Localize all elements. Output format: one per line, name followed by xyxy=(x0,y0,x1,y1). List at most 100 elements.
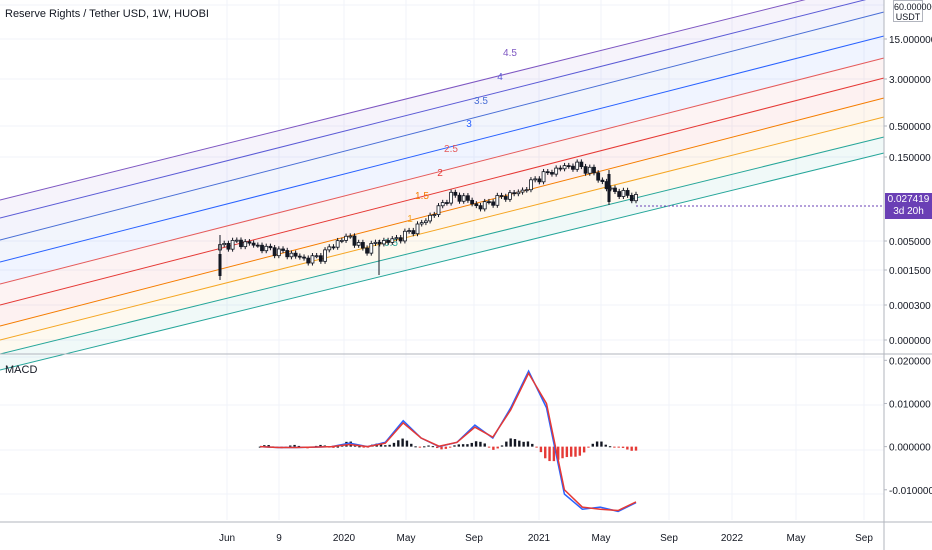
candle-body xyxy=(625,190,630,196)
candle-body xyxy=(571,165,575,170)
candle-body xyxy=(440,202,445,207)
macd-hist-bar xyxy=(466,444,469,447)
macd-hist-bar xyxy=(444,446,448,449)
time-tick-label: 2022 xyxy=(721,533,744,544)
candle-body xyxy=(365,247,369,254)
candle-body xyxy=(516,191,521,195)
candle-body xyxy=(583,166,588,174)
macd-hist-bar xyxy=(293,444,296,447)
candle-body xyxy=(629,194,634,202)
currency-unit[interactable]: 60.000000 USDT xyxy=(893,0,932,22)
candle-body xyxy=(310,255,315,264)
time-tick-label: Sep xyxy=(660,533,678,544)
macd-hist-bar xyxy=(384,445,387,447)
macd-hist-bar xyxy=(479,441,482,447)
candle-body xyxy=(222,243,227,246)
bar-countdown: 3d 20h xyxy=(893,206,924,217)
band-line-base xyxy=(0,152,885,371)
band-line-4 xyxy=(0,0,867,219)
time-tick-label: May xyxy=(397,533,416,544)
candle-body xyxy=(466,195,470,201)
candle-body xyxy=(436,205,441,215)
candle-body xyxy=(596,172,601,181)
candle-body xyxy=(255,244,260,247)
price-tick-label: 0.000000 xyxy=(889,336,931,347)
macd-hist-bar xyxy=(453,445,456,447)
candle-body xyxy=(533,178,538,181)
candle-body xyxy=(587,166,592,174)
candle-body xyxy=(327,246,332,251)
macd-hist-bar xyxy=(582,446,586,453)
price-candles xyxy=(218,159,638,266)
macd-hist-bar xyxy=(461,444,465,447)
macd-hist-bar xyxy=(513,439,517,447)
macd-line-macd xyxy=(259,369,637,513)
candle-body xyxy=(344,235,348,241)
candle-body xyxy=(558,167,563,170)
candle-body xyxy=(512,192,517,195)
candle-body xyxy=(339,239,344,242)
candle-body xyxy=(394,237,399,240)
candle-body xyxy=(524,189,529,192)
macd-hist-bar xyxy=(263,445,266,447)
band-line-4.5 xyxy=(0,0,806,201)
candle-body xyxy=(226,243,231,250)
macd-hist-bar xyxy=(332,446,335,448)
macd-hist-bar xyxy=(509,438,512,447)
candle-body xyxy=(402,230,407,242)
macd-hist-bar xyxy=(569,446,573,457)
macd-hist-bar xyxy=(487,446,491,448)
candle-body xyxy=(537,178,542,183)
macd-hist-bar xyxy=(626,446,629,450)
price-tick-label: 0.001500 xyxy=(889,266,931,277)
macd-hist-bar xyxy=(591,443,594,447)
macd-hist-bar xyxy=(608,446,612,448)
candle-body xyxy=(545,171,550,174)
time-tick-label: 2020 xyxy=(333,533,356,544)
candle-body xyxy=(377,241,382,245)
macd-hist-bar xyxy=(358,446,361,448)
candle-body xyxy=(411,230,416,235)
candle-body xyxy=(293,252,298,257)
candle-body xyxy=(360,242,365,249)
band-label-4: 4 xyxy=(497,72,503,83)
band-label-3.5: 3.5 xyxy=(474,96,488,107)
macd-histogram xyxy=(258,438,638,462)
candle-body xyxy=(352,235,357,246)
band-fill-0.5 xyxy=(0,137,884,370)
price-tick-label: 15.000000 xyxy=(889,35,932,46)
macd-hist-bar xyxy=(336,446,339,448)
candle-body xyxy=(289,252,294,258)
band-fill-1 xyxy=(0,117,884,354)
band-fill-2.5 xyxy=(0,58,884,305)
candle-body xyxy=(428,214,433,222)
candle-body-spike xyxy=(607,174,611,202)
macd-tick-label: 0.000000 xyxy=(889,443,931,454)
chart-title: Reserve Rights / Tether USD, 1W, HUOBI xyxy=(5,8,209,20)
time-tick-label: May xyxy=(592,533,611,544)
macd-hist-bar xyxy=(483,443,486,447)
last-price-badge: 0.027419 3d 20h xyxy=(885,193,932,219)
candle-body xyxy=(487,201,491,204)
unit-top-value: 60.000000 xyxy=(894,2,932,12)
macd-hist-bar xyxy=(500,445,504,447)
candle-body xyxy=(554,167,559,175)
candle-body xyxy=(491,201,496,206)
candle-body xyxy=(356,242,361,246)
macd-hist-bar xyxy=(604,444,607,447)
candle-body xyxy=(251,242,256,246)
candle-body xyxy=(457,194,462,202)
macd-tick-label: 0.010000 xyxy=(889,399,931,410)
macd-hist-bar xyxy=(522,441,525,447)
band-fill-4 xyxy=(0,0,884,240)
candle-body xyxy=(272,247,277,257)
macd-hist-bar xyxy=(414,446,417,448)
candle-body xyxy=(541,171,546,183)
band-label-1: 1 xyxy=(407,214,413,225)
candle-body xyxy=(318,255,323,262)
candle-body xyxy=(474,203,479,207)
macd-hist-bar xyxy=(448,446,452,448)
candle-body xyxy=(461,195,466,202)
macd-hist-bar xyxy=(634,446,638,451)
